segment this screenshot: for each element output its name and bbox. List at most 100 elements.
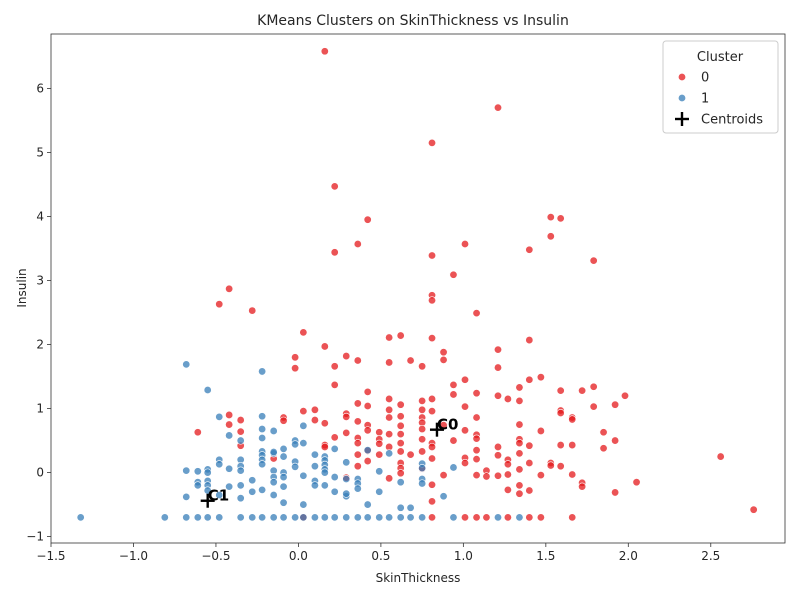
data-point-cluster-1 [320, 468, 329, 477]
data-point-cluster-0 [248, 306, 257, 315]
data-point-cluster-1 [396, 478, 405, 487]
data-point-cluster-0 [428, 513, 437, 522]
data-point-cluster-1 [225, 431, 234, 440]
data-point-cluster-1 [193, 513, 202, 522]
data-point-cluster-1 [269, 513, 278, 522]
y-tick-label: −1 [26, 530, 44, 544]
data-point-cluster-1 [291, 440, 300, 449]
data-point-cluster-0 [439, 471, 448, 480]
x-tick-label: −1.5 [36, 549, 65, 563]
data-point-cluster-0 [236, 427, 245, 436]
data-point-cluster-0 [418, 396, 427, 405]
data-point-cluster-1 [291, 513, 300, 522]
data-point-cluster-1 [418, 513, 427, 522]
data-point-cluster-1 [363, 500, 372, 509]
data-point-cluster-1 [375, 513, 384, 522]
data-point-cluster-1 [269, 426, 278, 435]
legend-label: 1 [701, 92, 709, 107]
data-point-cluster-1 [418, 464, 427, 473]
data-point-cluster-0 [525, 245, 534, 254]
x-tick-label: 1.0 [454, 549, 473, 563]
plot-frame [50, 33, 786, 544]
data-point-cluster-0 [493, 103, 502, 112]
data-point-cluster-0 [515, 465, 524, 474]
data-point-cluster-1 [299, 471, 308, 480]
data-point-cluster-0 [396, 430, 405, 439]
data-point-cluster-1 [258, 433, 267, 442]
data-point-cluster-1 [330, 487, 339, 496]
data-point-cluster-1 [215, 513, 224, 522]
data-point-cluster-1 [363, 446, 372, 455]
legend-marker-cluster-0 [677, 73, 686, 82]
data-point-cluster-1 [493, 513, 502, 522]
data-point-cluster-0 [525, 458, 534, 467]
data-point-cluster-0 [291, 364, 300, 373]
y-axis-label: Insulin [15, 268, 29, 307]
data-point-cluster-1 [385, 513, 394, 522]
data-point-cluster-0 [461, 402, 470, 411]
data-point-cluster-1 [193, 467, 202, 476]
data-point-cluster-0 [418, 447, 427, 456]
data-point-cluster-0 [418, 435, 427, 444]
data-point-cluster-1 [279, 444, 288, 453]
data-point-cluster-0 [406, 450, 415, 459]
data-point-cluster-0 [330, 362, 339, 371]
data-point-cluster-0 [330, 182, 339, 191]
data-point-cluster-0 [556, 462, 565, 471]
data-point-cluster-0 [428, 251, 437, 260]
data-point-cluster-0 [472, 413, 481, 422]
data-point-cluster-0 [525, 486, 534, 495]
centroids: C0 C1 [200, 416, 458, 508]
data-point-cluster-0 [353, 439, 362, 448]
data-point-cluster-1 [215, 460, 224, 469]
data-point-cluster-1 [291, 462, 300, 471]
y-tick-label: 1 [36, 402, 44, 416]
x-tick-label: −1.0 [119, 549, 148, 563]
data-point-cluster-0 [385, 333, 394, 342]
data-point-cluster-0 [556, 386, 565, 395]
data-point-cluster-0 [461, 375, 470, 384]
data-point-cluster-0 [353, 450, 362, 459]
data-point-cluster-1 [269, 478, 278, 487]
data-point-cluster-1 [330, 473, 339, 482]
data-point-cluster-0 [396, 412, 405, 421]
data-point-cluster-0 [493, 363, 502, 372]
data-point-cluster-0 [310, 416, 319, 425]
data-point-cluster-0 [493, 442, 502, 451]
data-point-cluster-0 [515, 420, 524, 429]
legend-marker-cluster-1 [677, 94, 686, 103]
data-point-cluster-1 [396, 503, 405, 512]
legend-title: Cluster [697, 50, 744, 65]
data-point-cluster-1 [320, 513, 329, 522]
data-point-cluster-0 [385, 413, 394, 422]
data-point-cluster-0 [461, 240, 470, 249]
data-point-cluster-0 [279, 416, 288, 425]
data-point-cluster-1 [310, 450, 319, 459]
data-point-cluster-1 [449, 513, 458, 522]
data-point-cluster-0 [193, 428, 202, 437]
data-point-cluster-0 [299, 328, 308, 337]
data-point-cluster-0 [536, 471, 545, 480]
data-point-cluster-0 [449, 380, 458, 389]
data-point-cluster-0 [515, 396, 524, 405]
data-point-cluster-0 [363, 215, 372, 224]
data-point-cluster-0 [363, 457, 372, 466]
data-point-cluster-0 [342, 412, 351, 421]
data-point-cluster-1 [418, 479, 427, 488]
data-point-cluster-0 [525, 336, 534, 345]
data-point-cluster-1 [385, 449, 394, 458]
data-point-cluster-0 [215, 300, 224, 309]
data-point-cluster-0 [515, 481, 524, 490]
data-point-cluster-1 [193, 481, 202, 490]
data-point-cluster-1 [299, 500, 308, 509]
data-point-cluster-1 [182, 513, 191, 522]
data-point-cluster-0 [461, 513, 470, 522]
data-point-cluster-0 [749, 505, 758, 514]
data-point-cluster-1 [248, 476, 257, 485]
y-tick-label: 2 [36, 338, 44, 352]
data-point-cluster-0 [375, 450, 384, 459]
data-point-cluster-0 [353, 462, 362, 471]
data-point-cluster-0 [385, 394, 394, 403]
data-point-cluster-0 [472, 434, 481, 443]
plot-area: −1.5 −1.0 −0.5 0.0 0.5 1.0 1.5 2.0 2.5 −1 0 1 2 3 4 5 6… [26, 33, 786, 563]
